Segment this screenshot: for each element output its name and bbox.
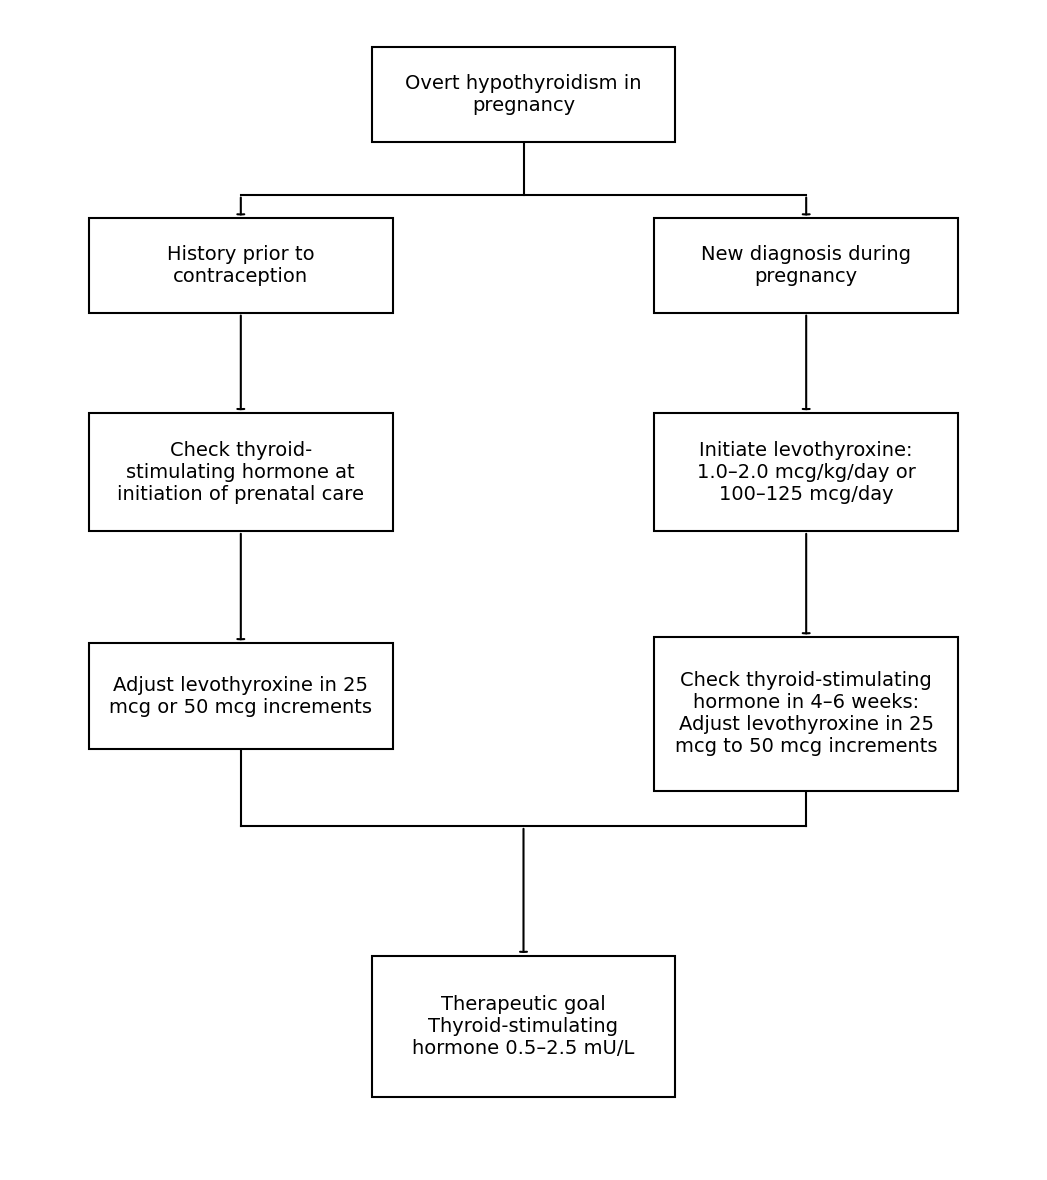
Text: Check thyroid-
stimulating hormone at
initiation of prenatal care: Check thyroid- stimulating hormone at in… [117, 440, 364, 504]
Bar [372, 47, 675, 142]
Text: Overt hypothyroidism in
pregnancy: Overt hypothyroidism in pregnancy [405, 74, 642, 114]
Text: Adjust levothyroxine in 25
mcg or 50 mcg increments: Adjust levothyroxine in 25 mcg or 50 mcg… [109, 676, 373, 716]
Text: History prior to
contraception: History prior to contraception [168, 245, 314, 286]
Text: Therapeutic goal
Thyroid-stimulating
hormone 0.5–2.5 mU/L: Therapeutic goal Thyroid-stimulating hor… [413, 995, 634, 1058]
Text: New diagnosis during
pregnancy: New diagnosis during pregnancy [701, 245, 911, 286]
Bar [654, 218, 958, 313]
Bar [89, 218, 393, 313]
Bar [89, 413, 393, 531]
Text: Initiate levothyroxine:
1.0–2.0 mcg/kg/day or
100–125 mcg/day: Initiate levothyroxine: 1.0–2.0 mcg/kg/d… [696, 440, 916, 504]
Bar [372, 956, 675, 1097]
Text: Check thyroid-stimulating
hormone in 4–6 weeks:
Adjust levothyroxine in 25
mcg t: Check thyroid-stimulating hormone in 4–6… [675, 671, 937, 756]
Bar [89, 643, 393, 749]
Bar [654, 413, 958, 531]
Bar [654, 637, 958, 791]
